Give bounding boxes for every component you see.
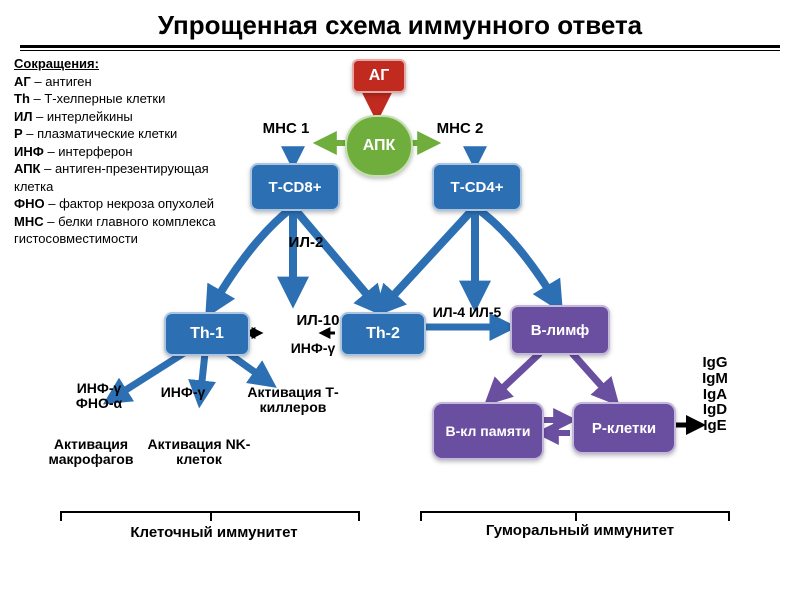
label: ИНФ-γ ФНО-α — [60, 381, 138, 410]
node-apk: АПК — [345, 115, 413, 177]
label: ИЛ-4 ИЛ-5 — [430, 305, 504, 320]
arrow — [380, 207, 475, 310]
arrow — [490, 353, 540, 400]
brace — [420, 511, 730, 513]
node-tcd4: Т-CD4+ — [432, 163, 522, 211]
label: IgG IgM IgA IgD IgE — [700, 355, 730, 434]
label: ИЛ-2 — [282, 235, 330, 251]
arrow — [228, 353, 270, 383]
arrow — [475, 207, 558, 305]
label: Гуморальный иммунитет — [470, 523, 690, 539]
abbrev-line: ИЛ – интерлейкины — [14, 108, 224, 126]
label: ИНФ-γ — [278, 341, 348, 356]
node-pcell: Р-клетки — [572, 402, 676, 454]
page-title: Упрощенная схема иммунного ответа — [0, 0, 800, 45]
label: Активация NK-клеток — [144, 437, 254, 466]
abbrev-line: ФНО – фактор некроза опухолей — [14, 195, 224, 213]
abbreviations-box: Сокращения: АГ – антигенTh – Т-хелперные… — [14, 55, 224, 248]
abbrev-line: МНС – белки главного комплекса гистосовм… — [14, 213, 224, 248]
node-th1: Th-1 — [164, 312, 250, 356]
label: МНС 1 — [256, 121, 316, 137]
label: ИНФ-γ — [156, 385, 210, 400]
abbrev-line: АГ – антиген — [14, 73, 224, 91]
brace — [60, 511, 360, 513]
abbrev-line: ИНФ – интерферон — [14, 143, 224, 161]
label: МНС 2 — [430, 121, 490, 137]
node-tcd8: Т-CD8+ — [250, 163, 340, 211]
node-blym: В-лимф — [510, 305, 610, 355]
arrow — [293, 207, 380, 310]
abbrev-heading: Сокращения: — [14, 56, 99, 71]
abbrev-line: Р – плазматические клетки — [14, 125, 224, 143]
arrow — [572, 353, 614, 400]
abbrev-line: Th – Т-хелперные клетки — [14, 90, 224, 108]
label: Клеточный иммунитет — [124, 525, 304, 541]
title-rule — [0, 45, 800, 55]
node-ag: АГ — [352, 59, 406, 93]
abbrev-line: АПК – антиген-презентирующая клетка — [14, 160, 224, 195]
label: Активация Т-киллеров — [238, 385, 348, 414]
label: Активация макрофагов — [36, 437, 146, 466]
node-th2: Th-2 — [340, 312, 426, 356]
label: ИЛ-10 — [286, 313, 350, 329]
node-bmem: В-кл памяти — [432, 402, 544, 460]
diagram-canvas: Сокращения: АГ – антигенTh – Т-хелперные… — [0, 55, 800, 595]
